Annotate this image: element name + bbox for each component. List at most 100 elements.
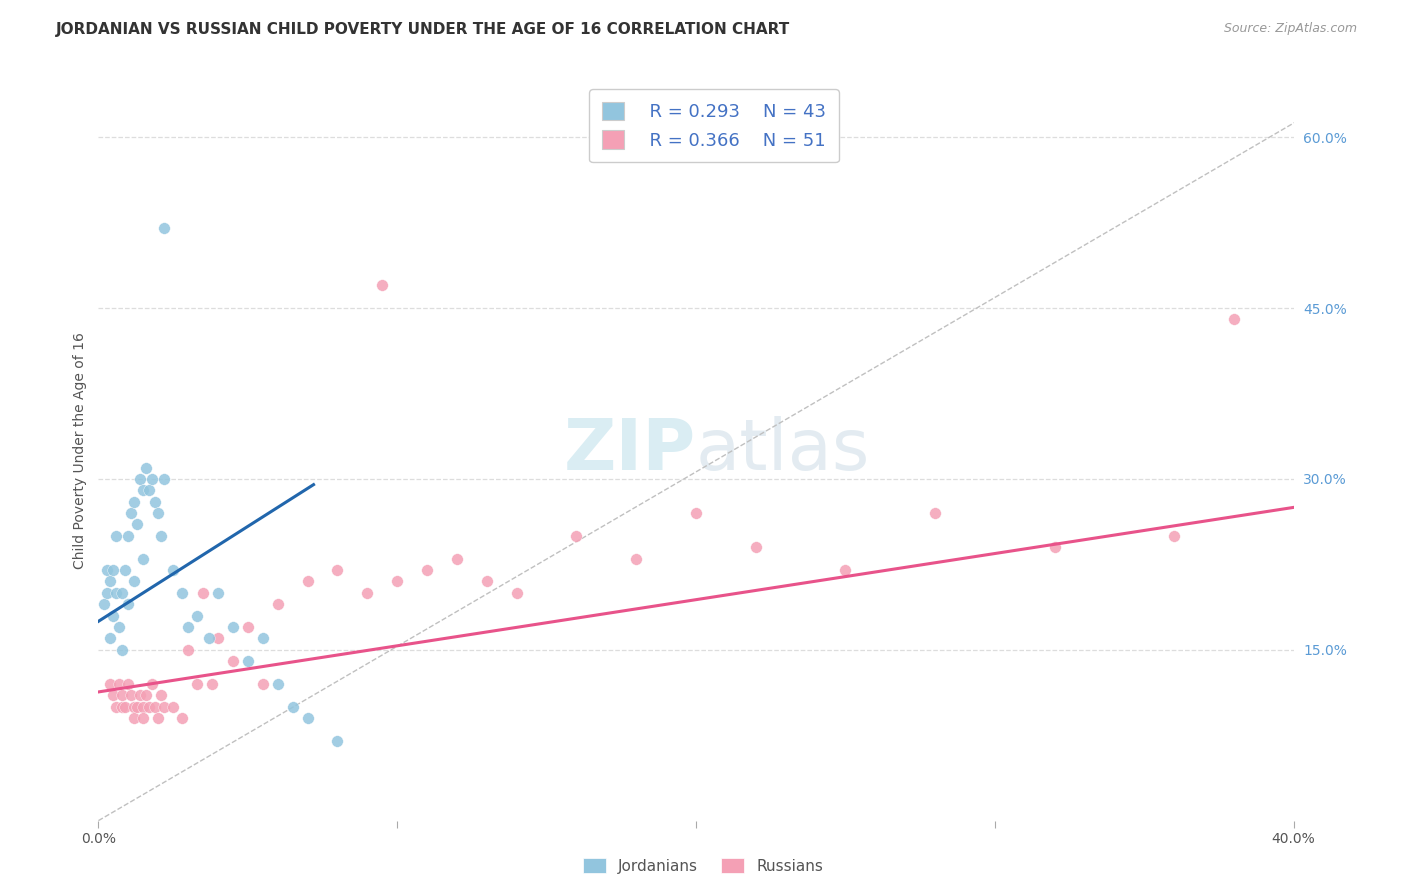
Point: [1223, 312, 1246, 326]
Point: [93, 597, 115, 611]
Point: [150, 529, 173, 543]
Point: [162, 699, 184, 714]
Point: [236, 620, 259, 634]
Point: [326, 563, 349, 577]
Point: [198, 632, 221, 646]
Point: [177, 620, 200, 634]
Legend:   R = 0.293    N = 43,   R = 0.366    N = 51: R = 0.293 N = 43, R = 0.366 N = 51: [589, 89, 838, 162]
Point: [132, 483, 155, 498]
Point: [267, 677, 290, 691]
Point: [141, 472, 163, 486]
Point: [111, 642, 134, 657]
Point: [834, 563, 856, 577]
Point: [745, 541, 768, 555]
Point: [281, 699, 304, 714]
Point: [127, 699, 149, 714]
Point: [96, 563, 118, 577]
Point: [186, 608, 208, 623]
Point: [124, 574, 146, 589]
Text: JORDANIAN VS RUSSIAN CHILD POVERTY UNDER THE AGE OF 16 CORRELATION CHART: JORDANIAN VS RUSSIAN CHILD POVERTY UNDER…: [56, 22, 790, 37]
Point: [356, 586, 378, 600]
Point: [114, 699, 136, 714]
Point: [371, 278, 394, 293]
Text: atlas: atlas: [696, 416, 870, 485]
Point: [186, 677, 208, 691]
Point: [124, 711, 146, 725]
Point: [685, 506, 707, 520]
Point: [127, 517, 149, 532]
Point: [201, 677, 224, 691]
Point: [626, 551, 648, 566]
Point: [132, 551, 155, 566]
Point: [138, 483, 160, 498]
Point: [416, 563, 439, 577]
Point: [98, 574, 122, 589]
Point: [135, 689, 157, 703]
Point: [172, 711, 194, 725]
Point: [153, 699, 176, 714]
Point: [267, 597, 290, 611]
Point: [207, 586, 229, 600]
Point: [138, 699, 160, 714]
Point: [252, 677, 274, 691]
Point: [148, 506, 170, 520]
Point: [124, 699, 146, 714]
Point: [446, 551, 468, 566]
Point: [506, 586, 529, 600]
Point: [141, 677, 163, 691]
Point: [385, 574, 409, 589]
Point: [114, 563, 136, 577]
Point: [191, 586, 214, 600]
Point: [117, 529, 139, 543]
Point: [132, 699, 155, 714]
Point: [236, 654, 259, 668]
Point: [326, 734, 349, 748]
Point: [172, 586, 194, 600]
Point: [105, 586, 128, 600]
Point: [297, 711, 319, 725]
Point: [207, 632, 229, 646]
Point: [111, 699, 134, 714]
Point: [111, 689, 134, 703]
Point: [222, 620, 245, 634]
Point: [105, 699, 128, 714]
Point: [222, 654, 245, 668]
Point: [124, 494, 146, 508]
Point: [924, 506, 946, 520]
Point: [153, 472, 176, 486]
Point: [132, 711, 155, 725]
Point: [143, 494, 166, 508]
Point: [98, 677, 122, 691]
Point: [129, 472, 152, 486]
Point: [120, 689, 142, 703]
Point: [129, 689, 152, 703]
Point: [475, 574, 498, 589]
Point: [177, 642, 200, 657]
Point: [297, 574, 319, 589]
Point: [162, 563, 184, 577]
Point: [103, 689, 125, 703]
Text: Source: ZipAtlas.com: Source: ZipAtlas.com: [1223, 22, 1357, 36]
Point: [148, 711, 170, 725]
Point: [103, 563, 125, 577]
Point: [1043, 541, 1066, 555]
Point: [108, 677, 131, 691]
Point: [96, 586, 118, 600]
Point: [105, 529, 128, 543]
Point: [120, 506, 142, 520]
Text: ZIP: ZIP: [564, 416, 696, 485]
Point: [143, 699, 166, 714]
Point: [252, 632, 274, 646]
Point: [565, 529, 588, 543]
Point: [103, 608, 125, 623]
Point: [108, 620, 131, 634]
Point: [153, 221, 176, 235]
Point: [117, 597, 139, 611]
Point: [150, 689, 173, 703]
Legend: Jordanians, Russians: Jordanians, Russians: [576, 852, 830, 880]
Point: [117, 677, 139, 691]
Point: [1163, 529, 1185, 543]
Point: [111, 586, 134, 600]
Point: [135, 460, 157, 475]
Point: [98, 632, 122, 646]
